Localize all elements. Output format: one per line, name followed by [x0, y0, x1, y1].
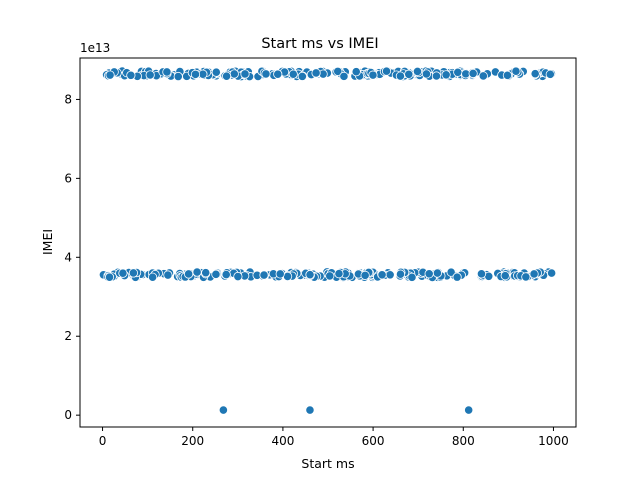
data-point-upper	[311, 68, 321, 78]
data-point-upper	[145, 70, 155, 80]
data-point-upper	[288, 69, 298, 79]
data-point-upper	[502, 70, 513, 80]
data-point-upper	[530, 69, 540, 79]
data-point-upper	[468, 68, 478, 79]
data-point-upper	[126, 70, 136, 80]
data-point-upper	[412, 66, 423, 77]
data-point-upper	[545, 69, 555, 79]
data-point-lower	[432, 268, 442, 278]
data-point-upper	[453, 67, 463, 77]
data-point-lower	[360, 270, 370, 280]
data-point-lower	[529, 269, 539, 279]
data-point-lower	[395, 269, 406, 279]
chart-title: Start ms vs IMEI	[261, 36, 378, 52]
data-point-upper	[339, 71, 349, 81]
data-point-upper	[395, 71, 405, 81]
data-point-upper	[351, 67, 361, 77]
data-point-upper	[211, 67, 221, 77]
data-point-upper	[190, 69, 201, 79]
data-point-outlier	[305, 405, 315, 415]
data-point-upper	[229, 69, 239, 79]
data-point-lower	[424, 269, 434, 279]
data-points	[98, 66, 557, 415]
data-point-lower	[104, 272, 115, 282]
data-point-outlier	[218, 405, 228, 415]
x-axis-label: Start ms	[301, 456, 354, 471]
x-tick-label: 1000	[538, 434, 569, 448]
y-offset-label: 1e13	[80, 41, 110, 55]
data-point-upper	[368, 70, 378, 80]
data-point-upper	[404, 69, 414, 79]
y-tick-label: 8	[64, 92, 72, 106]
plot-area-frame	[79, 57, 577, 428]
data-point-lower	[547, 268, 557, 278]
data-point-lower	[201, 268, 211, 278]
x-axis-ticks: 0 200 400 600 800 1000	[99, 427, 569, 448]
x-tick-label: 400	[271, 434, 294, 448]
y-tick-label: 0	[64, 408, 72, 422]
x-tick-label: 200	[181, 434, 204, 448]
data-point-lower	[521, 272, 531, 282]
data-point-lower	[377, 270, 387, 280]
data-point-lower	[305, 270, 315, 280]
data-point-outlier	[464, 405, 474, 415]
data-point-lower	[148, 272, 158, 282]
data-point-upper	[478, 71, 488, 81]
data-point-upper	[261, 69, 271, 79]
data-point-upper	[431, 71, 442, 81]
data-point-upper	[441, 70, 451, 80]
data-point-lower	[385, 270, 395, 280]
y-tick-label: 4	[64, 250, 72, 264]
data-point-lower	[500, 271, 510, 281]
data-point-lower	[476, 269, 487, 279]
data-point-lower	[407, 272, 417, 282]
data-point-lower	[325, 271, 335, 281]
data-point-upper	[511, 66, 521, 76]
data-point-lower	[184, 269, 194, 279]
data-point-lower	[452, 272, 462, 282]
data-point-lower	[446, 267, 456, 277]
data-point-upper	[221, 71, 232, 81]
data-point-upper	[333, 66, 343, 76]
y-axis-label: IMEI	[40, 229, 55, 255]
x-tick-label: 600	[362, 434, 385, 448]
data-point-upper	[240, 69, 250, 79]
data-point-lower	[334, 269, 344, 279]
data-point-lower	[128, 268, 139, 278]
x-tick-label: 800	[452, 434, 475, 448]
data-point-upper	[173, 71, 183, 82]
data-point-lower	[163, 270, 173, 280]
data-point-lower	[211, 269, 221, 279]
data-point-upper	[162, 67, 172, 77]
x-tick-label: 0	[99, 434, 107, 448]
data-point-upper	[421, 69, 432, 79]
data-point-upper	[297, 71, 307, 81]
data-point-lower	[221, 270, 231, 280]
data-point-lower	[192, 267, 202, 277]
data-point-lower	[233, 271, 243, 282]
data-point-lower	[259, 270, 269, 280]
data-point-upper	[105, 70, 115, 80]
y-tick-label: 6	[64, 171, 72, 185]
data-point-lower	[118, 268, 128, 278]
y-axis-ticks: 0 2 4 6 8	[64, 92, 80, 422]
data-point-upper	[381, 66, 392, 76]
y-tick-label: 2	[64, 329, 72, 343]
data-point-lower	[275, 269, 285, 279]
data-point-upper	[273, 69, 283, 79]
